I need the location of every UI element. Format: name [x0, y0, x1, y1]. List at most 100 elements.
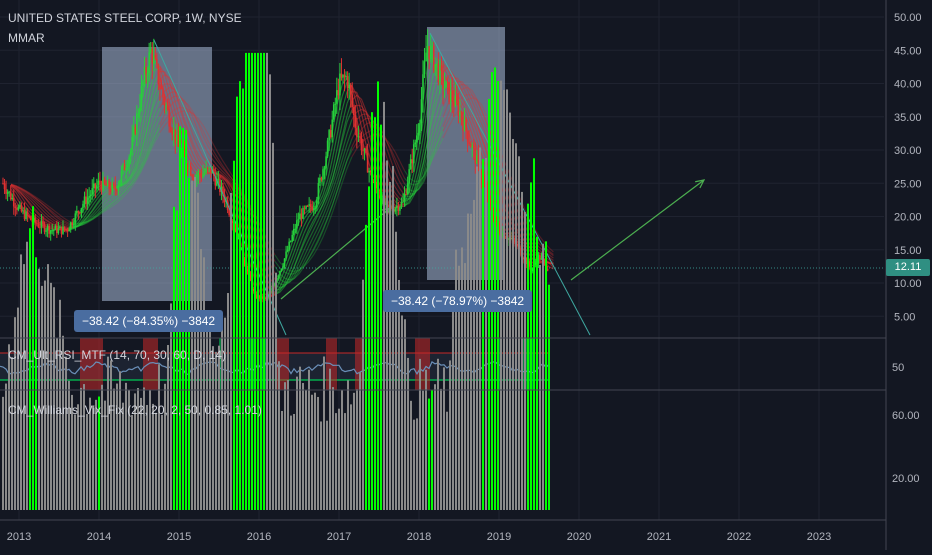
vix-bar [191, 181, 193, 510]
price-candle-body [302, 208, 304, 219]
vix-bar [308, 370, 310, 510]
price-candle-body [427, 46, 429, 52]
vix-bar [386, 160, 388, 510]
price-candle-body [61, 227, 63, 234]
vix-bar [344, 413, 346, 510]
price-candle-body [396, 206, 398, 209]
price-candle-body [359, 136, 361, 137]
vix-bar [188, 178, 190, 510]
vix-bar [353, 393, 355, 510]
price-candle-body [422, 74, 424, 99]
price-candle-body [458, 102, 460, 116]
price-candle-body [88, 196, 90, 197]
vix-bar [26, 242, 28, 510]
price-candle-body [468, 142, 470, 144]
ribbon-seg [328, 144, 333, 167]
price-tick-label: 15.00 [894, 245, 922, 257]
vix-bar [425, 370, 427, 510]
vix-bar [320, 421, 322, 510]
price-candle-body [450, 91, 452, 102]
vix-bar [407, 358, 409, 510]
price-candle-body [68, 230, 70, 232]
price-candle-body [342, 75, 344, 78]
vix-bar [47, 264, 49, 510]
rsi-indicator-label[interactable]: CM_Ult_RSI_MTF (14, 70, 30, 60, D, 14) [8, 348, 226, 362]
vix-indicator-label[interactable]: CM_Williams_Vix_Fix (22, 20, 2, 50, 0.85… [8, 403, 262, 417]
measure-label-1: −38.42 (−84.35%) −3842 [74, 310, 223, 332]
vix-bar [377, 81, 379, 510]
vix-bar [338, 409, 340, 510]
price-candle-body [358, 136, 360, 137]
vix-bar [335, 413, 337, 510]
price-candle-body [155, 55, 157, 59]
price-candle-body [324, 168, 326, 169]
price-tick-label: 20.00 [894, 212, 922, 224]
price-candle-body [456, 96, 458, 102]
vix-bar [20, 254, 22, 510]
vix-bar [431, 390, 433, 510]
price-candle-body [119, 180, 121, 185]
vix-bar [107, 357, 109, 510]
price-candle-body [284, 258, 286, 265]
vix-bar [68, 381, 70, 510]
price-candle-body [62, 227, 64, 234]
price-candle-body [293, 229, 295, 235]
price-candle-body [395, 208, 397, 211]
vix-bar [428, 399, 430, 510]
vix-bar [371, 112, 373, 510]
price-candle-body [65, 230, 67, 231]
price-candle-body [115, 185, 117, 190]
vix-bar [545, 241, 547, 510]
vix-bar [512, 139, 514, 510]
price-tick-label: 10.00 [894, 278, 922, 290]
vix-bar [155, 413, 157, 510]
price-candle-body [470, 144, 472, 148]
price-candle-body [82, 204, 84, 208]
price-candle-body [398, 206, 400, 211]
vix-bar [2, 397, 4, 510]
price-candle-body [304, 208, 306, 209]
price-candle-body [98, 181, 100, 186]
rsi-tick-label: 50 [892, 362, 904, 374]
price-candle-body [199, 173, 201, 175]
price-candle-body [419, 123, 421, 133]
time-tick-label: 2022 [727, 531, 751, 543]
vix-bar [287, 380, 289, 510]
price-candle-body [128, 157, 130, 166]
price-candle-body [327, 141, 329, 157]
vix-bar [314, 393, 316, 510]
price-candle-body [202, 174, 204, 178]
price-candle-body [319, 178, 321, 183]
vix-bar [248, 53, 250, 510]
price-candle-body [78, 211, 80, 212]
price-candle-body [7, 192, 9, 194]
price-candle-body [178, 135, 180, 147]
price-candle-body [547, 269, 549, 271]
price-candle-body [307, 206, 309, 207]
vix-bar [485, 158, 487, 510]
price-candle-body [330, 130, 332, 137]
price-candle-body [113, 184, 115, 186]
vix-bar [539, 265, 541, 510]
price-candle-body [5, 189, 7, 194]
time-tick-label: 2020 [567, 531, 591, 543]
vix-bar [467, 214, 469, 510]
rsi-signal-8 [415, 338, 430, 390]
price-candle-body [464, 119, 466, 131]
price-tick-label: 45.00 [894, 45, 922, 57]
price-candle-body [161, 88, 163, 89]
vix-bar [5, 384, 7, 510]
price-candle-body [24, 210, 26, 219]
vix-bar [92, 406, 94, 510]
price-candle-body [91, 188, 93, 195]
price-candle-body [191, 175, 193, 177]
arrow-2 [571, 180, 704, 280]
vix-bar [125, 383, 127, 510]
vix-bar [422, 391, 424, 510]
ribbon-seg [275, 255, 280, 262]
price-candle-body [59, 227, 61, 229]
vix-bar [302, 383, 304, 510]
price-candle-body [139, 107, 141, 113]
price-candle-body [408, 169, 410, 183]
